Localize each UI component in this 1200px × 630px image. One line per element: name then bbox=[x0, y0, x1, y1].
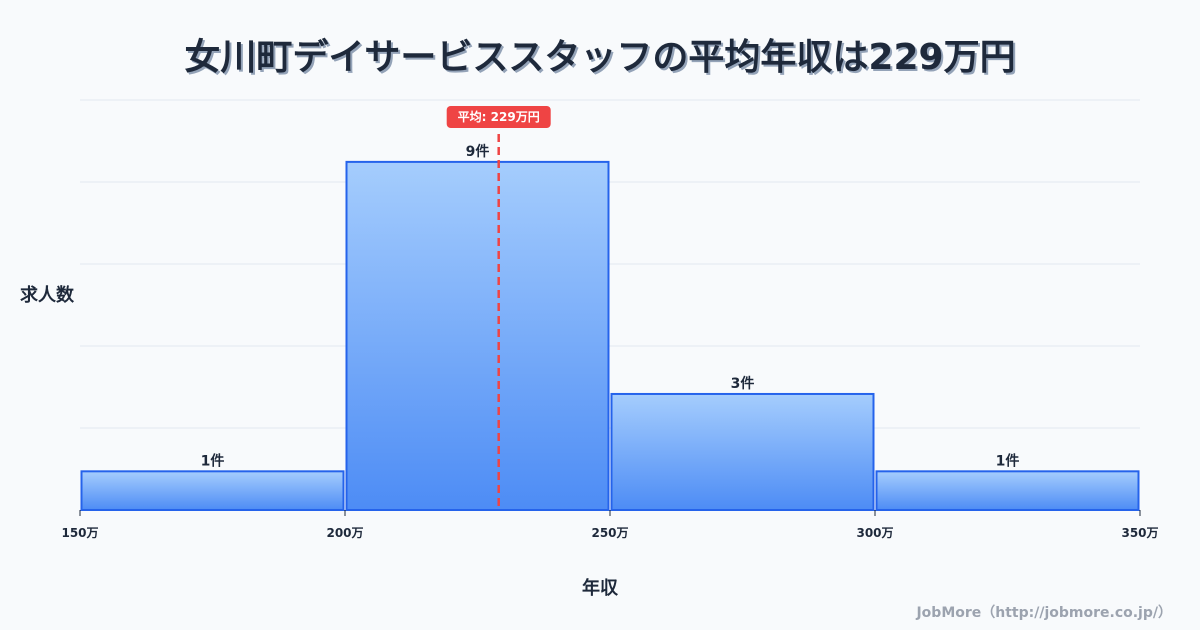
x-tick-label: 200万 bbox=[326, 526, 363, 540]
gridlines bbox=[80, 99, 1140, 511]
chart-title: 女川町デイサービススタッフの平均年収は229万円 bbox=[184, 37, 1016, 78]
x-tick-label: 150万 bbox=[61, 526, 98, 540]
x-tick-label: 350万 bbox=[1121, 526, 1158, 540]
x-axis: 150万 200万 250万 300万 350万 bbox=[61, 510, 1159, 540]
x-axis-label: 年収 bbox=[582, 578, 618, 599]
mean-marker: 平均: 229万円 bbox=[446, 106, 551, 510]
histogram-bar bbox=[610, 392, 875, 511]
x-tick-label: 250万 bbox=[591, 526, 628, 540]
histogram-bar bbox=[875, 470, 1140, 511]
bar-count-label: 3件 bbox=[731, 375, 755, 392]
bar-count-label: 1件 bbox=[201, 452, 225, 469]
mean-badge-label: 平均: 229万円 bbox=[458, 109, 540, 124]
histogram-bar bbox=[345, 160, 610, 512]
x-tick-label: 300万 bbox=[856, 526, 893, 540]
bar-count-label: 1件 bbox=[996, 452, 1020, 469]
bar-count-label: 9件 bbox=[466, 143, 490, 160]
bars: 1件 9件 3件 1件 bbox=[80, 143, 1140, 512]
histogram-bar bbox=[80, 470, 345, 511]
y-axis-label: 求人数 bbox=[20, 285, 74, 306]
mean-badge bbox=[446, 106, 551, 128]
source-credit: JobMore（http://jobmore.co.jp/） bbox=[916, 605, 1172, 621]
